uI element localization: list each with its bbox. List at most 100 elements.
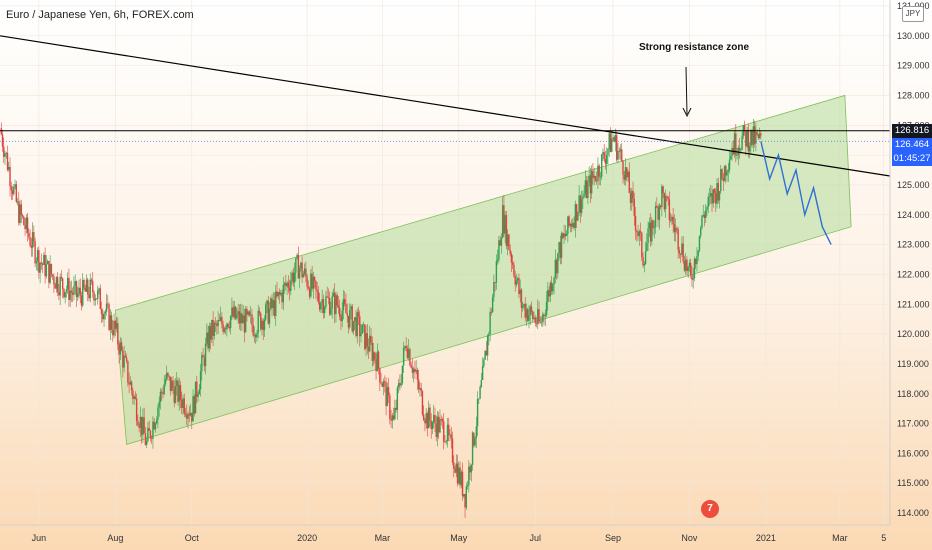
candle-body [98, 288, 100, 291]
candle-body [92, 281, 94, 292]
candle-body [476, 398, 479, 427]
candle-body [392, 415, 395, 420]
y-tick-label: 124.000 [897, 210, 930, 220]
candle-body [579, 195, 582, 213]
candle-body [674, 228, 677, 232]
candle-body [405, 346, 407, 349]
candle-body [609, 133, 612, 152]
candle-body [360, 333, 362, 337]
candle-body [731, 147, 733, 156]
candle-body [389, 395, 391, 420]
currency-button[interactable]: JPY [902, 6, 924, 22]
candle-body [741, 136, 743, 150]
tradingview-logo-icon[interactable]: 7 [701, 500, 719, 518]
candle-body [346, 313, 348, 316]
candle-body [268, 308, 271, 324]
candle-body [291, 272, 293, 281]
candle-body [359, 316, 361, 337]
candle-body [303, 268, 306, 275]
candle-body [486, 335, 489, 356]
candle-body [757, 133, 760, 139]
candle-body [174, 385, 177, 403]
y-tick-label: 116.000 [897, 448, 929, 458]
candle-body [53, 276, 55, 285]
candle-body [118, 344, 120, 355]
candle-body [411, 367, 414, 373]
candle-body [272, 300, 274, 309]
candle-body [40, 262, 43, 264]
candle-body [305, 268, 307, 277]
candle-body [384, 381, 386, 383]
candle-body [144, 433, 147, 445]
candle-body [668, 199, 671, 221]
candle-body [18, 201, 20, 224]
candle-body [178, 385, 180, 402]
candle-body [421, 391, 424, 415]
x-tick-label: Jul [529, 533, 541, 543]
candle-body [426, 413, 429, 429]
candle-body [347, 315, 350, 328]
candle-body [218, 320, 221, 321]
drawing-lines[interactable] [0, 35, 891, 245]
candle-body [385, 382, 387, 407]
candle-body [377, 351, 380, 369]
candle-body [327, 297, 330, 299]
candle-body [73, 285, 75, 295]
candle-body [490, 311, 493, 313]
candle-body [414, 368, 416, 372]
candle-body [224, 328, 227, 330]
candle-body [13, 186, 15, 195]
candle-body [722, 178, 724, 182]
candle-body [56, 277, 59, 292]
candle-body [593, 175, 595, 178]
candle-body [689, 262, 692, 275]
candle-body [525, 309, 528, 318]
candle-body [177, 380, 179, 402]
candle-body [328, 298, 331, 315]
candle-body [162, 392, 164, 395]
candle-body [448, 424, 450, 436]
candle-body [730, 155, 732, 160]
candle-body [94, 298, 96, 301]
candle-body [257, 310, 259, 333]
candle-body [654, 205, 657, 228]
candle-body [277, 292, 279, 297]
countdown-tag: 01:45:27 [892, 152, 932, 167]
candle-body [16, 201, 19, 203]
candle-body [527, 309, 529, 321]
candle-body [710, 193, 712, 197]
candle-body [394, 407, 396, 420]
candle-body [5, 152, 7, 154]
candle-body [696, 256, 698, 265]
candle-body [194, 381, 197, 414]
candle-body [756, 132, 758, 134]
candle-body [280, 292, 282, 295]
candle-body [519, 289, 521, 294]
candle-body [616, 135, 618, 160]
candle-body [158, 401, 160, 408]
candle-body [349, 310, 351, 328]
candle-body [633, 198, 635, 216]
candle-body [513, 264, 515, 276]
candle-body [45, 264, 48, 277]
candle-body [726, 171, 728, 176]
candle-body [480, 379, 483, 387]
x-tick-label: Sep [605, 533, 621, 543]
candle-body [285, 283, 287, 287]
candle-body [247, 311, 249, 315]
candle-body [237, 311, 239, 315]
candle-body [164, 378, 167, 385]
y-tick-label: 125.000 [897, 180, 930, 190]
candle-body [390, 419, 392, 421]
candle-body [337, 305, 340, 308]
candle-body [538, 309, 540, 322]
candle-body [113, 320, 115, 336]
candle-body [310, 273, 312, 297]
candle-body [725, 165, 727, 176]
candle-body [537, 309, 539, 324]
candle-body [455, 463, 457, 473]
candle-body [617, 151, 619, 160]
candle-body [376, 351, 379, 372]
candle-body [30, 245, 33, 248]
